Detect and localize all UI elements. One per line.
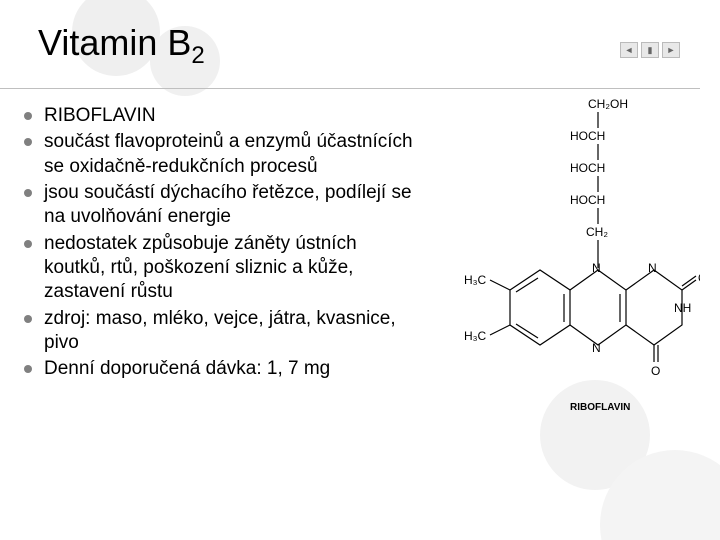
n-right-top: N [648,261,657,275]
chain-ch2oh: CH₂OH [588,97,628,111]
bullet-list: RIBOFLAVIN součást flavoproteinů a enzym… [20,100,420,520]
n-bot: N [592,341,601,355]
list-item: RIBOFLAVIN [20,104,420,128]
slide-title: Vitamin B2 [38,22,458,70]
list-item: Denní doporučená dávka: 1, 7 mg [20,357,420,381]
nav-stop-button[interactable]: ▮ [641,42,659,58]
chain-hoch-1: HOCH [570,129,605,143]
ch3-bot: H₃C [464,329,487,343]
content: RIBOFLAVIN součást flavoproteinů a enzym… [20,100,700,520]
o-top: O [698,271,700,285]
nav-prev-button[interactable]: ◄ [620,42,638,58]
nav-next-button[interactable]: ► [662,42,680,58]
title-main: Vitamin B [38,22,191,63]
list-item: zdroj: maso, mléko, vejce, játra, kvasni… [20,307,420,356]
chain-hoch-2: HOCH [570,161,605,175]
diagram-caption: RIBOFLAVIN [570,402,630,413]
n-top: N [592,261,601,275]
title-sub: 2 [191,42,204,69]
chemical-structure-diagram: CH₂OH HOCH HOCH HOCH CH₂ [420,100,700,520]
ch3-top: H₃C [464,273,487,287]
list-item: nedostatek způsobuje záněty ústních kout… [20,232,420,305]
o-bot: O [651,364,660,378]
list-item: součást flavoproteinů a enzymů účastnící… [20,130,420,179]
title-underline [0,88,700,89]
chain-hoch-3: HOCH [570,193,605,207]
list-item: jsou součástí dýchacího řetězce, podílej… [20,181,420,230]
nh-label: NH [674,301,691,315]
chain-ch2: CH₂ [586,225,608,239]
nav-controls: ◄ ▮ ► [620,42,680,58]
